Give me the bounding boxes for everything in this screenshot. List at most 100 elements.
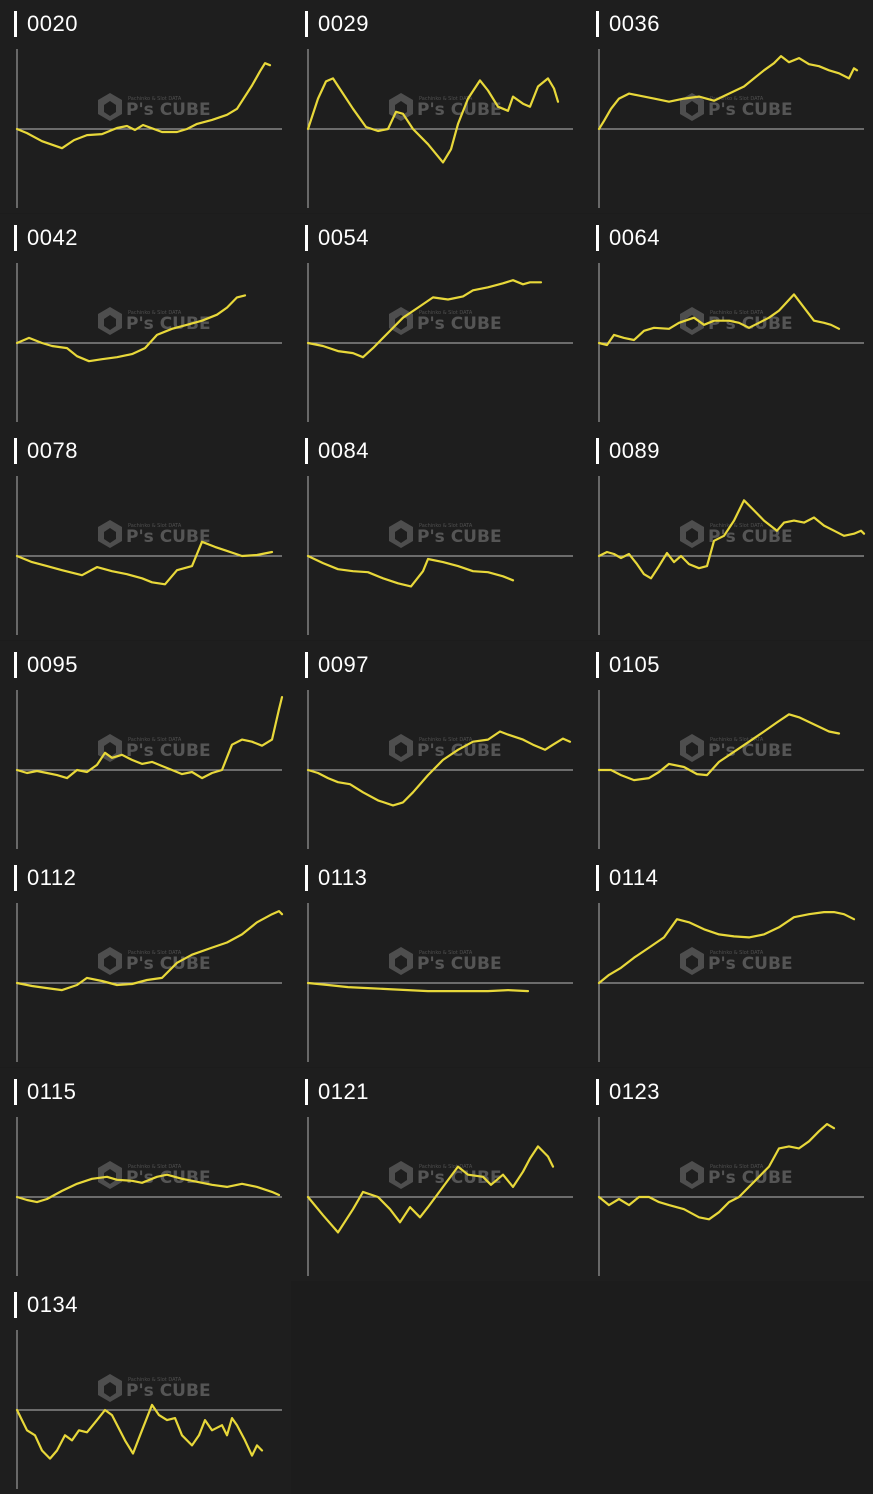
- watermark-tagline: Pachinko & Slot DATA: [419, 523, 473, 529]
- cube-hexagon-icon: [680, 947, 704, 975]
- watermark-brand: P's CUBE: [126, 527, 211, 547]
- chart-panel[interactable]: 0078 P's CUBE Pachinko & Slot DATA: [0, 427, 291, 640]
- title-accent-bar: [14, 225, 17, 251]
- watermark-brand: P's CUBE: [126, 741, 211, 761]
- watermark-tagline: Pachinko & Slot DATA: [419, 737, 473, 743]
- chart-title-text: 0121: [318, 1079, 369, 1104]
- chart-title: 0114: [596, 864, 658, 892]
- chart-panel[interactable]: 0029 P's CUBE Pachinko & Slot DATA: [291, 0, 582, 213]
- watermark-brand: P's CUBE: [417, 100, 502, 120]
- chart-title-text: 0084: [318, 438, 369, 463]
- chart-title: 0042: [14, 224, 78, 252]
- chart-panel[interactable]: 0095 P's CUBE Pachinko & Slot DATA: [0, 641, 291, 854]
- chart-panel[interactable]: 0114 P's CUBE Pachinko & Slot DATA: [582, 854, 873, 1067]
- chart-title-text: 0112: [27, 865, 77, 890]
- cube-hexagon-icon: [389, 1161, 413, 1189]
- watermark-brand: P's CUBE: [126, 954, 211, 974]
- chart-panel[interactable]: 0042 P's CUBE Pachinko & Slot DATA: [0, 214, 291, 427]
- cube-hexagon-icon: [680, 734, 704, 762]
- chart-title: 0020: [14, 10, 78, 38]
- series-line: [15, 1173, 281, 1204]
- watermark-brand: P's CUBE: [708, 314, 793, 334]
- watermark-tagline: Pachinko & Slot DATA: [710, 523, 764, 529]
- chart-panel[interactable]: 0054 P's CUBE Pachinko & Slot DATA: [291, 214, 582, 427]
- title-accent-bar: [596, 11, 599, 37]
- chart-title: 0115: [14, 1078, 76, 1106]
- series-line: [597, 499, 866, 580]
- chart-title: 0123: [596, 1078, 660, 1106]
- chart-panel[interactable]: 0097 P's CUBE Pachinko & Slot DATA: [291, 641, 582, 854]
- series-line: [15, 1403, 264, 1460]
- watermark-brand: P's CUBE: [417, 314, 502, 334]
- chart-title-text: 0114: [609, 865, 659, 890]
- chart-panel[interactable]: 0115 P's CUBE Pachinko & Slot DATA: [0, 1068, 291, 1281]
- chart-title: 0078: [14, 437, 78, 465]
- cube-hexagon-icon: [98, 1161, 122, 1189]
- watermark-brand: P's CUBE: [708, 1168, 793, 1188]
- chart-panel[interactable]: 0064 P's CUBE Pachinko & Slot DATA: [582, 214, 873, 427]
- watermark-brand: P's CUBE: [708, 100, 793, 120]
- series-line: [597, 293, 841, 347]
- chart-panel[interactable]: 0020 P's CUBE Pachinko & Slot DATA: [0, 0, 291, 213]
- watermark-tagline: Pachinko & Slot DATA: [128, 737, 182, 743]
- title-accent-bar: [14, 652, 17, 678]
- chart-title: 0064: [596, 224, 660, 252]
- watermark-tagline: Pachinko & Slot DATA: [710, 950, 764, 956]
- chart-panel[interactable]: 0084 P's CUBE Pachinko & Slot DATA: [291, 427, 582, 640]
- chart-panel[interactable]: 0112 P's CUBE Pachinko & Slot DATA: [0, 854, 291, 1067]
- chart-title: 0084: [305, 437, 369, 465]
- watermark-brand: P's CUBE: [708, 527, 793, 547]
- title-accent-bar: [14, 1079, 17, 1105]
- cube-hexagon-icon: [98, 93, 122, 121]
- watermark-tagline: Pachinko & Slot DATA: [419, 1164, 473, 1170]
- watermark-brand: P's CUBE: [417, 954, 502, 974]
- title-accent-bar: [596, 1079, 599, 1105]
- chart-panel[interactable]: 0123 P's CUBE Pachinko & Slot DATA: [582, 1068, 873, 1281]
- chart-panel[interactable]: 0113 P's CUBE Pachinko & Slot DATA: [291, 854, 582, 1067]
- watermark-tagline: Pachinko & Slot DATA: [710, 310, 764, 316]
- watermark-tagline: Pachinko & Slot DATA: [419, 96, 473, 102]
- cube-hexagon-icon: [680, 307, 704, 335]
- chart-title-text: 0029: [318, 11, 369, 36]
- title-accent-bar: [596, 438, 599, 464]
- chart-title: 0029: [305, 10, 369, 38]
- cube-hexagon-icon: [98, 947, 122, 975]
- chart-title-text: 0078: [27, 438, 78, 463]
- chart-title-text: 0134: [27, 1292, 78, 1317]
- series-line: [306, 554, 515, 588]
- watermark-brand: P's CUBE: [417, 527, 502, 547]
- chart-panel[interactable]: 0134 P's CUBE Pachinko & Slot DATA: [0, 1281, 291, 1494]
- chart-title-text: 0089: [609, 438, 660, 463]
- chart-title: 0134: [14, 1291, 78, 1319]
- chart-panel[interactable]: 0089 P's CUBE Pachinko & Slot DATA: [582, 427, 873, 640]
- watermark-tagline: Pachinko & Slot DATA: [710, 96, 764, 102]
- watermark-brand: P's CUBE: [126, 314, 211, 334]
- chart-panel[interactable]: 0105 P's CUBE Pachinko & Slot DATA: [582, 641, 873, 854]
- chart-panel[interactable]: 0121 P's CUBE Pachinko & Slot DATA: [291, 1068, 582, 1281]
- chart-panel[interactable]: 0036 P's CUBE Pachinko & Slot DATA: [582, 0, 873, 213]
- series-line: [306, 1145, 555, 1234]
- chart-title-text: 0113: [318, 865, 368, 890]
- cube-hexagon-icon: [389, 947, 413, 975]
- title-accent-bar: [305, 652, 308, 678]
